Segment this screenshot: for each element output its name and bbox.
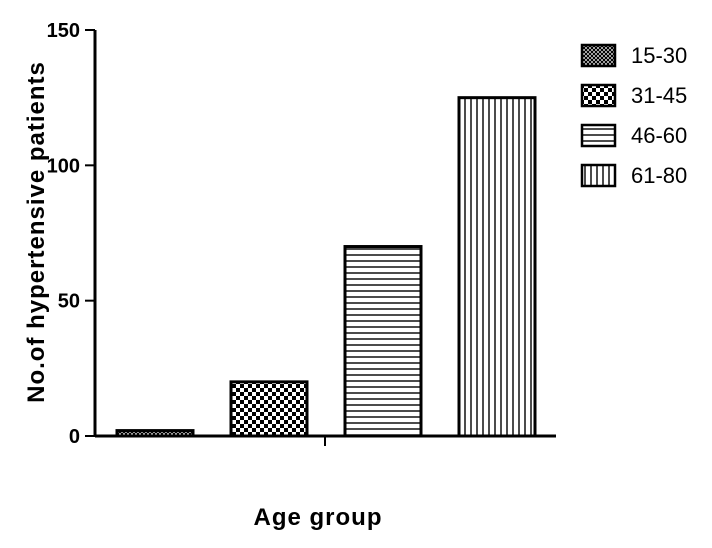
legend-swatch-31-45 [580,83,617,108]
bar-61-80 [457,96,537,438]
bar-46-60 [343,245,423,438]
bar-15-30 [115,429,195,438]
legend-label: 31-45 [631,83,687,108]
y-tick-label: 100 [47,155,80,177]
legend-label: 15-30 [631,43,687,68]
legend-swatch-15-30 [580,43,617,68]
y-axis-title: No.of hypertensive patients [23,61,50,403]
y-tick-label: 0 [69,426,80,448]
legend-label: 61-80 [631,163,687,188]
y-tick-label: 50 [58,291,80,313]
bar-31-45 [229,380,309,438]
legend-swatch-61-80 [580,163,617,188]
y-ticks: 0 50 100 150 [47,20,95,448]
bars [115,96,537,438]
legend-swatch-46-60 [580,123,617,148]
y-tick-label: 150 [47,20,80,42]
legend: 15-30 31-45 46-60 61-80 [580,43,687,188]
x-axis-title: Age group [254,504,383,531]
legend-label: 46-60 [631,123,687,148]
